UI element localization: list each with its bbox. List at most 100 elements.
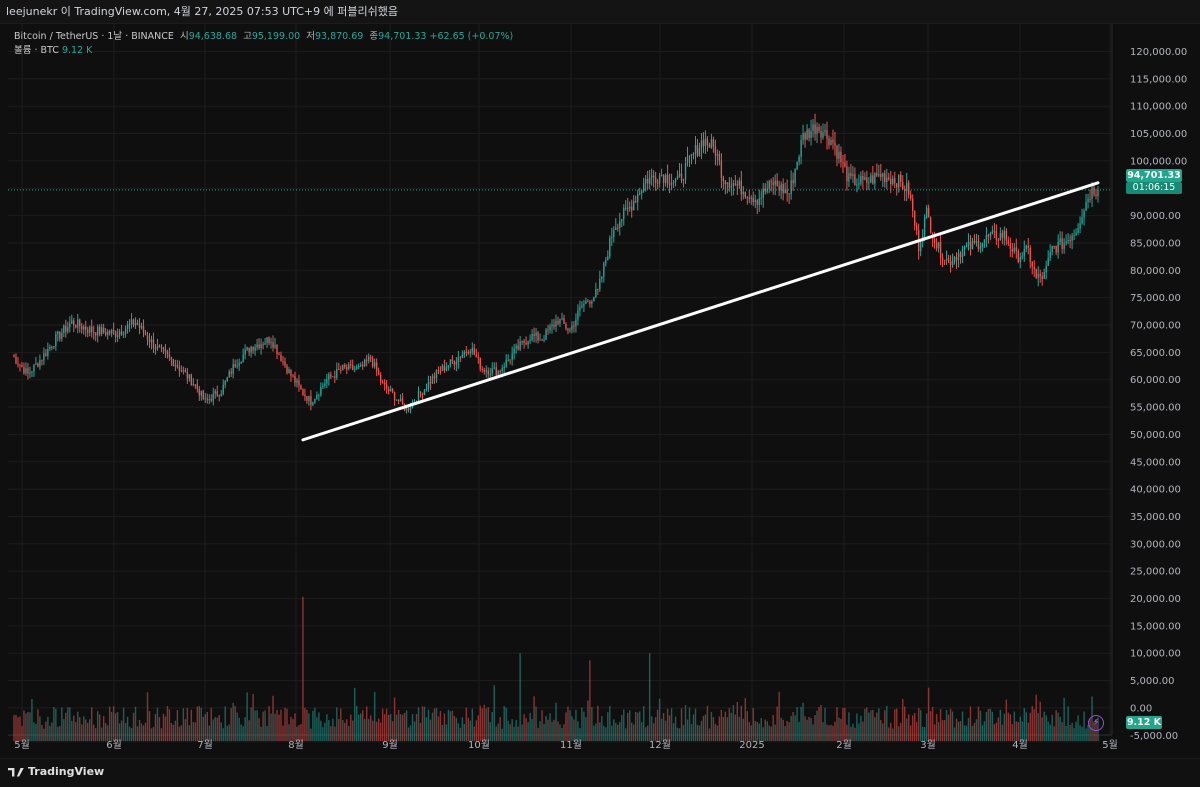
volume-bar bbox=[995, 722, 998, 742]
volume-bar bbox=[547, 719, 549, 742]
candle-body bbox=[654, 177, 657, 183]
candle-body bbox=[322, 385, 324, 388]
volume-bar bbox=[192, 721, 195, 742]
candle-body bbox=[312, 402, 314, 406]
candle-body bbox=[150, 339, 153, 343]
volume-bar bbox=[794, 715, 796, 742]
candle-body bbox=[846, 166, 848, 182]
volume-bar bbox=[1065, 725, 1067, 742]
volume-bar bbox=[1069, 725, 1071, 742]
volume-bar bbox=[770, 726, 772, 742]
candle-body bbox=[216, 391, 218, 396]
candle-body bbox=[170, 356, 173, 360]
candle-body bbox=[1019, 257, 1021, 263]
volume-bar bbox=[25, 713, 27, 742]
open-label: 시 bbox=[179, 31, 189, 42]
candle-body bbox=[116, 335, 119, 338]
volume-bar bbox=[786, 720, 788, 742]
volume-bar bbox=[407, 727, 410, 742]
candle-body bbox=[33, 364, 35, 372]
candle-body bbox=[708, 144, 711, 148]
volume-bar bbox=[306, 709, 308, 742]
candle-body bbox=[346, 367, 348, 370]
volume-bar bbox=[467, 717, 470, 742]
volume-bar bbox=[762, 727, 764, 742]
volume-bar bbox=[77, 711, 79, 742]
candle-body bbox=[326, 379, 328, 384]
volume-legend[interactable]: 볼륨 · BTC 9.12 K bbox=[14, 42, 92, 56]
candle-body bbox=[503, 366, 505, 369]
volume-bar bbox=[658, 698, 661, 742]
y-tick-label: 25,000.00 bbox=[1130, 567, 1181, 578]
candle-body bbox=[164, 349, 167, 352]
tradingview-logo[interactable]: TradingView bbox=[8, 765, 104, 778]
volume-bar bbox=[373, 691, 376, 742]
candle-body bbox=[399, 398, 402, 401]
volume-bar bbox=[625, 728, 627, 742]
volume-bar bbox=[136, 726, 139, 742]
candle-body bbox=[790, 180, 792, 195]
candle-body bbox=[995, 231, 998, 240]
volume-bar bbox=[955, 718, 958, 742]
symbol-name[interactable]: Bitcoin / TetherUS · 1날 · BINANCE bbox=[14, 31, 174, 42]
volume-bar bbox=[256, 710, 258, 742]
volume-bar bbox=[744, 698, 746, 742]
chart-grid bbox=[8, 24, 1113, 736]
candle-body bbox=[939, 242, 942, 258]
volume-bar bbox=[170, 723, 173, 742]
candle-body bbox=[545, 329, 547, 340]
candle-body bbox=[479, 357, 481, 369]
candle-body bbox=[328, 374, 330, 380]
candle-body bbox=[782, 184, 784, 194]
candle-body bbox=[17, 363, 19, 365]
candle-body bbox=[1049, 252, 1051, 258]
candle-body bbox=[1059, 238, 1061, 242]
candle-body bbox=[248, 347, 250, 353]
candle-body bbox=[144, 332, 147, 336]
candle-body bbox=[1031, 261, 1033, 267]
volume-bar bbox=[332, 718, 334, 742]
candle-body bbox=[282, 361, 284, 363]
candle-body bbox=[47, 349, 49, 356]
volume-bar bbox=[73, 715, 75, 742]
volume-bar bbox=[933, 724, 936, 742]
candle-body bbox=[957, 253, 960, 260]
volume-bar bbox=[513, 726, 515, 742]
candle-body bbox=[463, 351, 466, 355]
candle-body bbox=[507, 359, 509, 361]
volume-bar bbox=[174, 720, 177, 742]
volume-bar bbox=[166, 705, 169, 742]
candle-body bbox=[828, 138, 830, 146]
volume-bar bbox=[276, 709, 278, 742]
volume-label[interactable]: 볼륨 · BTC bbox=[14, 45, 59, 56]
volume-bar bbox=[605, 727, 607, 742]
lightning-icon[interactable]: ⚡ bbox=[1088, 715, 1104, 731]
candle-body bbox=[421, 392, 424, 395]
candle-body bbox=[375, 362, 378, 371]
candle-body bbox=[509, 359, 511, 361]
x-tick-label: 5월 bbox=[1102, 739, 1118, 751]
candle-body bbox=[447, 365, 450, 368]
candle-body bbox=[340, 369, 342, 371]
volume-bar bbox=[619, 722, 621, 742]
candle-body bbox=[943, 259, 946, 261]
volume-bar bbox=[158, 716, 161, 742]
candle-body bbox=[1075, 232, 1077, 235]
volume-bar bbox=[226, 725, 228, 742]
volume-bar bbox=[365, 706, 368, 742]
volume-bar bbox=[1017, 722, 1019, 742]
candle-body bbox=[85, 326, 87, 330]
symbol-legend[interactable]: Bitcoin / TetherUS · 1날 · BINANCE 시94,63… bbox=[14, 28, 513, 42]
volume-bar bbox=[790, 716, 792, 742]
candle-body bbox=[236, 365, 238, 367]
volume-bar bbox=[627, 712, 629, 742]
candle-body bbox=[352, 365, 354, 370]
candle-body bbox=[256, 344, 258, 348]
volume-bar bbox=[629, 710, 631, 742]
volume-bar bbox=[870, 710, 872, 742]
volume-bar bbox=[635, 712, 637, 742]
change-value: +62.65 (+0.07%) bbox=[429, 31, 514, 42]
candle-body bbox=[553, 324, 555, 327]
volume-bar bbox=[395, 714, 398, 742]
